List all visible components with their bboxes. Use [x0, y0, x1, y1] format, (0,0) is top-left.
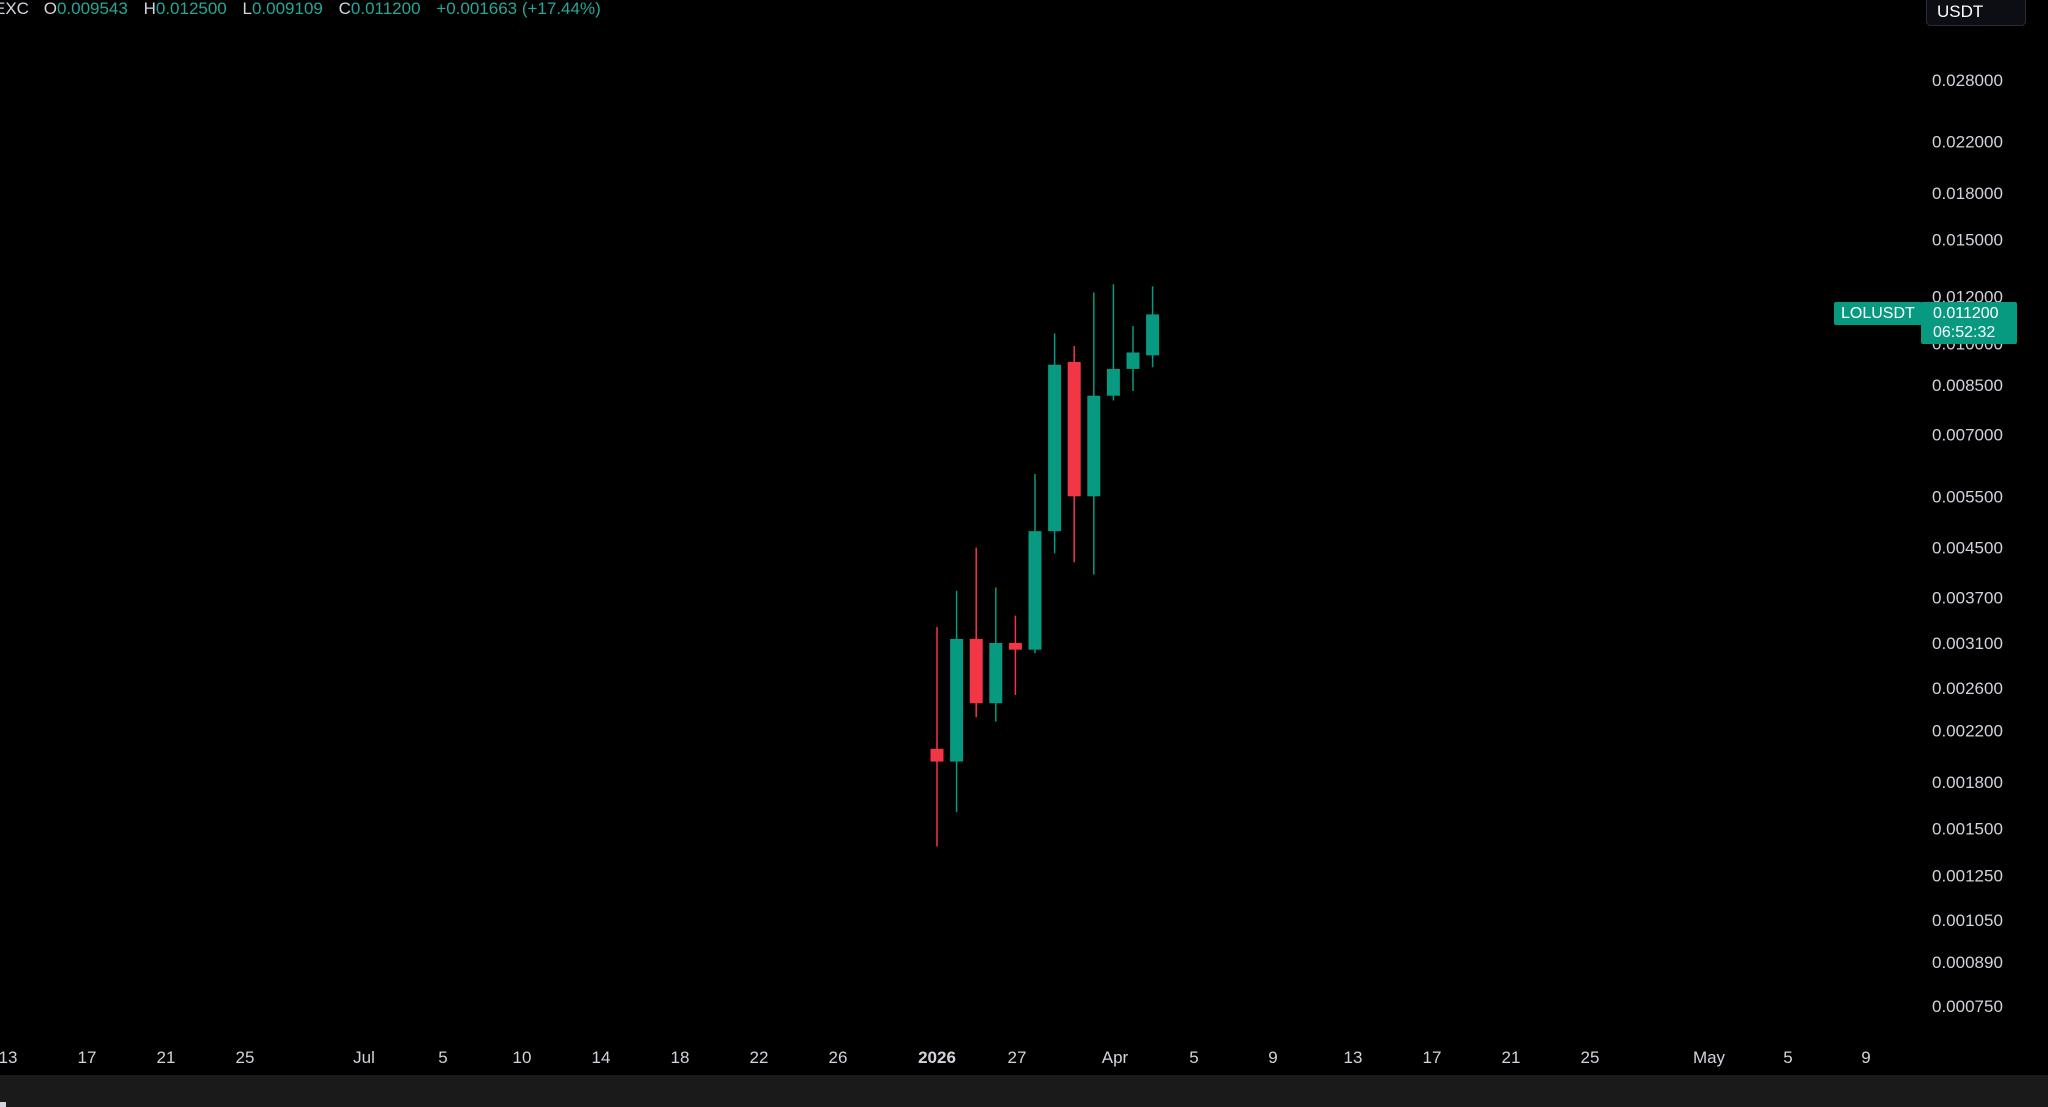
- time-tick-label: 5: [1783, 1048, 1792, 1067]
- candle-body: [969, 638, 983, 704]
- open-label: O: [43, 0, 57, 18]
- time-tick-label: 9: [1861, 1048, 1870, 1067]
- price-tick-label: 0.001250: [1932, 866, 2003, 885]
- time-tick-label: 5: [438, 1048, 447, 1067]
- time-tick-label: 13: [0, 1048, 17, 1067]
- time-tick-label: 26: [829, 1048, 848, 1067]
- candle-body: [1146, 314, 1160, 356]
- candle[interactable]: [1146, 286, 1160, 368]
- price-tick-label: 0.012000: [1932, 288, 2003, 307]
- time-tick-label: 10: [513, 1048, 532, 1067]
- candle[interactable]: [950, 590, 964, 813]
- candle[interactable]: [1067, 345, 1081, 563]
- price-tick-label: 0.015000: [1932, 231, 2003, 250]
- candle-body: [1126, 352, 1140, 369]
- time-tick-label: 17: [1423, 1048, 1442, 1067]
- price-tick-label: 0.008500: [1932, 376, 2003, 395]
- price-tick-label: 0.028000: [1932, 71, 2003, 90]
- price-tick-label: 0.002200: [1932, 722, 2003, 741]
- candle-body: [1087, 395, 1101, 497]
- candle[interactable]: [930, 626, 944, 847]
- candle[interactable]: [1106, 284, 1120, 401]
- last-price-value: 0.011200: [1933, 305, 1999, 322]
- candle-body: [1067, 361, 1081, 497]
- price-tick-label: 0.001500: [1932, 820, 2003, 839]
- price-tick-label: 0.022000: [1932, 133, 2003, 152]
- time-tick-label: 14: [592, 1048, 611, 1067]
- price-tick-label: 0.003100: [1932, 634, 2003, 653]
- time-tick-label: 27: [1008, 1048, 1027, 1067]
- time-tick-label: 18: [671, 1048, 690, 1067]
- price-tick-label: 0.001800: [1932, 773, 2003, 792]
- close-value: 0.011200: [350, 0, 421, 18]
- candle-body: [1106, 368, 1120, 396]
- candlestick-chart[interactable]: 0.028000 0.022000 0.018000 0.015000 0.012000…: [0, 0, 2048, 1075]
- time-tick-label: Jul: [353, 1048, 375, 1067]
- candles-layer: [930, 284, 1160, 847]
- bottom-toolbar: [0, 1075, 2048, 1107]
- price-tick-label: 0.005500: [1932, 487, 2003, 506]
- time-tick-label: 9: [1268, 1048, 1277, 1067]
- price-tick-label: 0.003700: [1932, 589, 2003, 608]
- price-tick-label: 0.001050: [1932, 911, 2003, 930]
- time-tick-label: Apr: [1102, 1048, 1129, 1067]
- time-axis[interactable]: 13 17 21 25 Jul 5 10 14 18 22 26 2026 27 Apr 5 9 13 17 21 2…: [0, 1048, 1871, 1067]
- symbol-price-badge: LOLUSDT: [1834, 302, 1922, 325]
- price-tick-label: 0.000890: [1932, 953, 2003, 972]
- change-value: +0.001663 (+17.44%): [436, 0, 601, 18]
- candle-body: [1048, 364, 1062, 532]
- candle[interactable]: [989, 587, 1003, 722]
- price-axis-edge: [2032, 0, 2048, 1075]
- price-tick-label: 0.004500: [1932, 539, 2003, 558]
- time-tick-label: 25: [1581, 1048, 1600, 1067]
- exchange-label: EXC: [0, 0, 29, 18]
- high-label: H: [143, 0, 156, 18]
- candle[interactable]: [1028, 474, 1042, 654]
- time-tick-label: May: [1693, 1048, 1726, 1067]
- chart-pane[interactable]: 0.028000 0.022000 0.018000 0.015000 0.012000…: [0, 0, 2003, 1075]
- time-tick-label: 21: [157, 1048, 176, 1067]
- candle-body: [989, 642, 1003, 704]
- bottom-toolbar-handle[interactable]: [0, 1102, 6, 1107]
- candle[interactable]: [1048, 333, 1062, 554]
- candle-body: [1008, 642, 1022, 650]
- time-tick-label: 17: [78, 1048, 97, 1067]
- price-tick-label: 0.000750: [1932, 997, 2003, 1016]
- close-label: C: [338, 0, 351, 18]
- price-tick-label: 0.018000: [1932, 184, 2003, 203]
- candle-body: [1028, 531, 1042, 650]
- price-axis[interactable]: 0.028000 0.022000 0.018000 0.015000 0.012000…: [1932, 71, 2003, 1016]
- price-tick-label: 0.007000: [1932, 426, 2003, 445]
- candle-body: [930, 748, 944, 762]
- time-tick-label: 22: [750, 1048, 769, 1067]
- candle[interactable]: [1126, 326, 1140, 392]
- time-tick-label: 13: [1344, 1048, 1363, 1067]
- price-tick-label: 0.002600: [1932, 679, 2003, 698]
- low-value: 0.009109: [251, 0, 323, 18]
- last-price-badge: 0.011200 06:52:32: [1921, 302, 2017, 344]
- high-value: 0.012500: [155, 0, 227, 18]
- bar-countdown: 06:52:32: [1933, 324, 1996, 341]
- time-tick-label: 2026: [918, 1048, 956, 1067]
- low-label: L: [242, 0, 252, 18]
- candle[interactable]: [1008, 615, 1022, 695]
- candle-body: [950, 638, 964, 762]
- candle[interactable]: [969, 547, 983, 718]
- time-tick-label: 25: [236, 1048, 255, 1067]
- currency-selector[interactable]: USDT: [1926, 0, 2026, 26]
- ohlc-legend: EXC O0.009543 H0.012500 L0.009109 C0.011…: [0, 0, 601, 20]
- time-tick-label: 5: [1189, 1048, 1198, 1067]
- open-value: 0.009543: [56, 0, 128, 18]
- candle[interactable]: [1087, 292, 1101, 575]
- time-tick-label: 21: [1502, 1048, 1521, 1067]
